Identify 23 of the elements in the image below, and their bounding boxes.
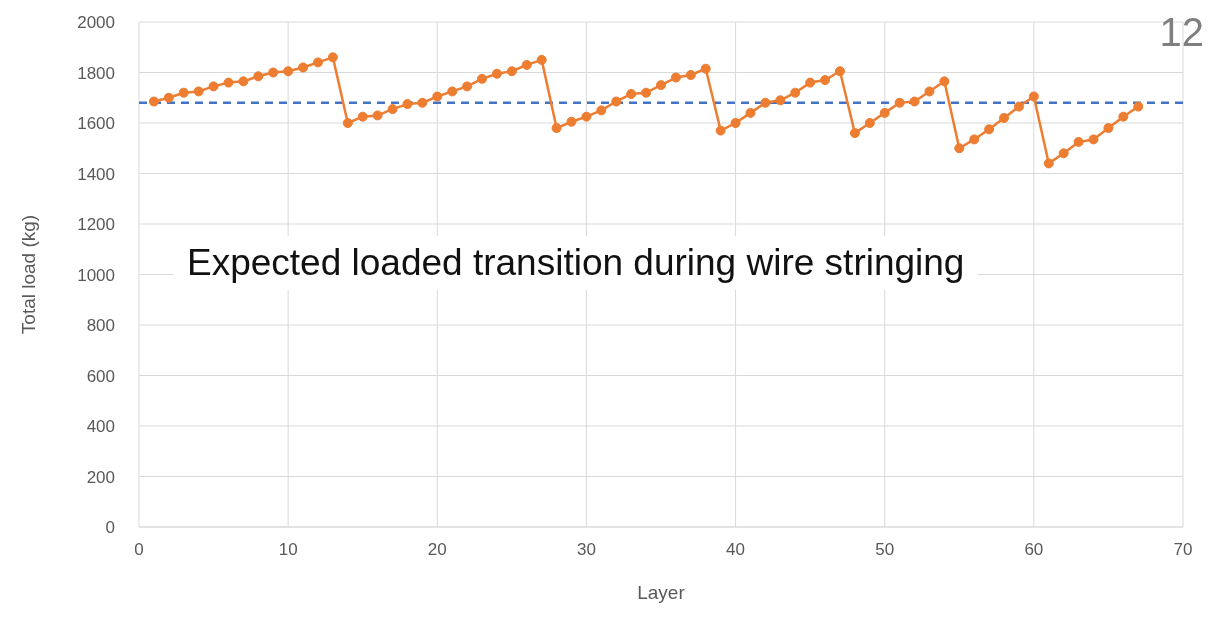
x-tick-label: 20: [427, 540, 447, 560]
x-tick-label: 0: [134, 540, 144, 560]
y-tick-label: 200: [86, 467, 115, 487]
x-tick-label: 30: [576, 540, 596, 560]
y-tick-label: 1600: [77, 114, 115, 134]
y-tick-label: 1000: [77, 265, 115, 285]
y-tick-label: 1200: [77, 215, 115, 235]
x-tick-label: 50: [875, 540, 895, 560]
y-tick-label: 400: [86, 417, 115, 437]
x-tick-label: 70: [1173, 540, 1193, 560]
annotation: 12: [1159, 10, 1204, 55]
y-tick-label: 2000: [77, 13, 115, 33]
x-tick-label: 40: [726, 540, 746, 560]
y-axis-title: Total load (kg): [17, 214, 39, 335]
y-tick-label: 1800: [77, 63, 115, 83]
x-tick-label: 10: [278, 540, 298, 560]
y-tick-label: 0: [105, 518, 115, 538]
y-tick-label: 800: [86, 316, 115, 336]
y-tick-label: 1400: [77, 164, 115, 184]
annotation: Expected loaded transition during wire stringing: [173, 236, 979, 290]
x-axis-title: Layer: [637, 582, 686, 603]
y-tick-label: 600: [86, 366, 115, 386]
x-tick-label: 60: [1024, 540, 1044, 560]
